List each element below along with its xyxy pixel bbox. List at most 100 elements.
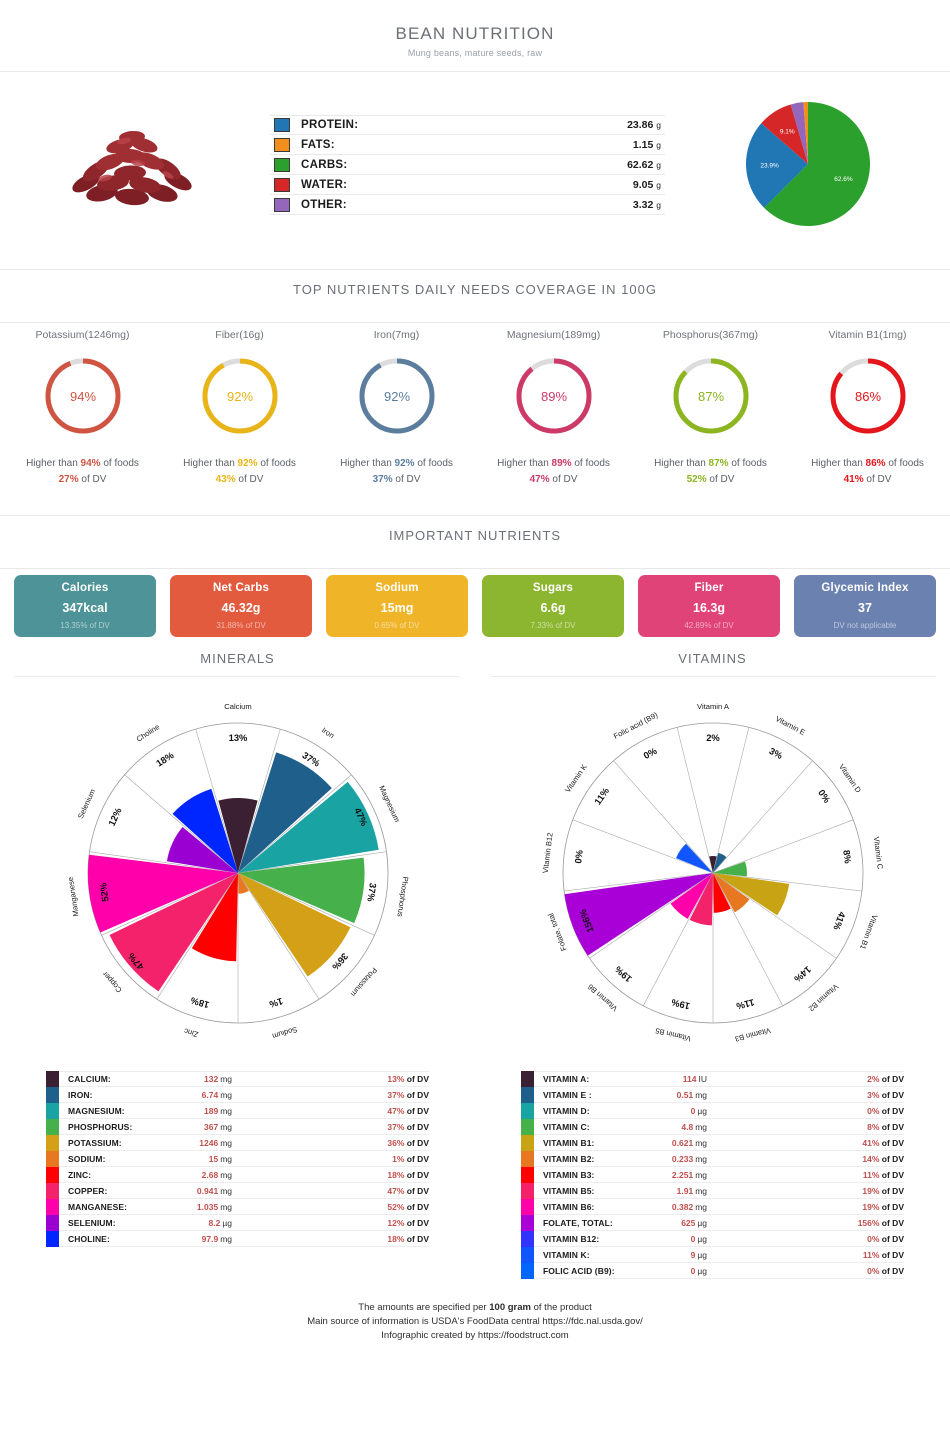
svg-text:94%: 94%: [69, 389, 95, 404]
legend-swatch-water: [274, 177, 290, 192]
top-nutrients-row: Potassium(1246mg) 94% Higher than 94% of f…: [0, 323, 950, 502]
vitamins-title: VITAMINS: [678, 651, 747, 666]
donut-gauge: 89%: [516, 358, 591, 434]
table-row: POTASSIUM: 1246 mg 36% of DV: [46, 1134, 429, 1151]
nutrient-dv: 47% of DV: [387, 1105, 429, 1116]
nutrient-card: Net Carbs 46.32g 31.88% of DV: [170, 575, 312, 637]
svg-text:89%: 89%: [540, 389, 566, 404]
nutrient-amount: 0 µg: [690, 1265, 707, 1276]
legend-swatch-protein: [274, 118, 290, 132]
top-nutrient-footer: Higher than 87% of foods 52% of DV: [632, 456, 789, 488]
macro-value: 9.05 g: [632, 178, 661, 191]
svg-text:14%: 14%: [791, 964, 813, 985]
nutrient-card-value: 15mg: [380, 601, 414, 615]
nutrient-card-dv: DV not applicable: [833, 621, 897, 630]
nutrient-color-swatch: [46, 1150, 59, 1167]
higher-than-text: Higher than 94% of foods: [26, 458, 139, 469]
top-nutrient-footer: Higher than 92% of foods 43% of DV: [161, 456, 318, 488]
table-row: VITAMIN B6: 0.382 mg 19% of DV: [521, 1198, 904, 1215]
legend-swatch-fats: [274, 137, 290, 152]
table-row: VITAMIN B12: 0 µg 0% of DV: [521, 1230, 904, 1247]
nutrient-amount: 0 µg: [690, 1233, 707, 1244]
svg-text:Phosphorus: Phosphorus: [395, 876, 410, 918]
top-nutrient-name: Vitamin B1(1mg): [828, 329, 907, 341]
nutrient-dv: 37% of DV: [387, 1121, 429, 1132]
nutrient-name: PHOSPHORUS:: [68, 1121, 133, 1132]
nutrient-amount: 97.9 mg: [201, 1233, 232, 1244]
nutrient-amount: 1.91 mg: [676, 1185, 707, 1196]
higher-than-text: Higher than 86% of foods: [811, 458, 924, 469]
nutrient-card: Sugars 6.6g 7.33% of DV: [482, 575, 624, 637]
svg-text:Vitamin B6: Vitamin B6: [585, 982, 618, 1013]
donut-gauge: 86%: [830, 358, 905, 434]
macronutrient-section: PROTEIN: 23.86 g FATS: 1.15 g CARBS: 62.…: [0, 72, 950, 256]
nutrient-name: POTASSIUM:: [68, 1137, 122, 1148]
nutrient-dv: 47% of DV: [387, 1185, 429, 1196]
nutrient-card: Fiber 16.3g 42.89% of DV: [638, 575, 780, 637]
top-nutrient-name: Phosphorus(367mg): [662, 329, 759, 341]
nutrient-amount: 189 mg: [204, 1105, 232, 1116]
nutrient-color-swatch: [521, 1150, 534, 1167]
svg-text:18%: 18%: [153, 749, 175, 769]
nutrient-dv: 3% of DV: [867, 1089, 904, 1100]
svg-text:Vitamin C: Vitamin C: [871, 836, 884, 870]
svg-text:Vitamin B1: Vitamin B1: [857, 913, 878, 950]
top-nutrient-card: Iron(7mg) 92% Higher than 92% of foods 37% …: [318, 329, 475, 488]
table-row: VITAMIN D: 0 µg 0% of DV: [521, 1102, 904, 1119]
nutrient-amount: 2.251 mg: [671, 1169, 707, 1180]
donut-gauge: 94%: [45, 358, 120, 434]
donut-gauge: 87%: [673, 358, 748, 434]
nutrient-color-swatch: [521, 1246, 534, 1263]
macro-value: 62.62 g: [627, 158, 661, 171]
table-row: VITAMIN B1: 0.621 mg 41% of DV: [521, 1134, 904, 1151]
nutrient-dv: 18% of DV: [387, 1169, 429, 1180]
table-row: VITAMIN K: 9 µg 11% of DV: [521, 1246, 904, 1263]
nutrient-dv: 52% of DV: [387, 1201, 429, 1212]
nutrient-amount: 2.68 mg: [201, 1169, 232, 1180]
important-nutrient-cards: Calories 347kcal 13.35% of DV Net Carbs 46.3…: [0, 569, 950, 651]
nutrient-color-swatch: [521, 1214, 534, 1231]
nutrient-amount: 0.941 mg: [196, 1185, 232, 1196]
table-row: MAGNESIUM: 189 mg 47% of DV: [46, 1102, 429, 1119]
nutrient-amount: 9 µg: [690, 1249, 707, 1260]
nutrient-amount: 0 µg: [690, 1105, 707, 1116]
nutrient-name: SELENIUM:: [68, 1217, 116, 1228]
svg-text:Potassium: Potassium: [348, 966, 378, 999]
nutrient-name: FOLIC ACID (B9):: [543, 1265, 615, 1276]
table-row: VITAMIN B3: 2.251 mg 11% of DV: [521, 1166, 904, 1183]
svg-text:Folic acid (B9): Folic acid (B9): [612, 710, 660, 741]
food-photo: [0, 113, 270, 218]
nutrient-card: Glycemic Index 37 DV not applicable: [794, 575, 936, 637]
top-nutrient-name: Iron(7mg): [373, 329, 420, 341]
svg-text:Copper: Copper: [100, 969, 123, 994]
nutrient-card-value: 37: [858, 601, 872, 615]
nutrient-color-swatch: [521, 1102, 534, 1119]
nutrient-color-swatch: [521, 1182, 534, 1199]
footer-line-2: Main source of information is USDA's Foo…: [307, 1316, 643, 1327]
pie-svg: 62.6% 23.9% 9.1%: [745, 102, 870, 226]
nutrient-card-dv: 0.65% of DV: [374, 621, 420, 630]
top-nutrients-divider: [0, 322, 950, 323]
nutrient-card-value: 347kcal: [62, 601, 108, 615]
higher-than-text: Higher than 89% of foods: [497, 458, 610, 469]
donut-gauge: 92%: [202, 358, 277, 434]
macronutrient-table: PROTEIN: 23.86 g FATS: 1.15 g CARBS: 62.…: [270, 115, 665, 215]
table-row: VITAMIN A: 114 IU 2% of DV: [521, 1071, 904, 1087]
mv-dividers: [0, 666, 950, 677]
nutrient-card-title: Glycemic Index: [821, 582, 909, 594]
higher-than-text: Higher than 92% of foods: [183, 458, 296, 469]
table-row: CARBS: 62.62 g: [270, 155, 665, 175]
nutrient-name: IRON:: [68, 1089, 93, 1100]
table-row: CALCIUM: 132 mg 13% of DV: [46, 1071, 429, 1087]
important-divider: [0, 568, 950, 569]
macro-label: OTHER:: [301, 198, 347, 211]
svg-text:2%: 2%: [706, 732, 720, 743]
macro-label: WATER:: [301, 178, 348, 191]
macro-value: 1.15 g: [632, 138, 661, 151]
svg-text:86%: 86%: [854, 389, 880, 404]
macro-label: PROTEIN:: [301, 119, 359, 131]
table-row: OTHER: 3.32 g: [270, 195, 665, 215]
dv-text: 41% of DV: [843, 474, 892, 485]
svg-text:Folate, total: Folate, total: [545, 912, 568, 953]
macro-label: FATS:: [301, 138, 335, 151]
